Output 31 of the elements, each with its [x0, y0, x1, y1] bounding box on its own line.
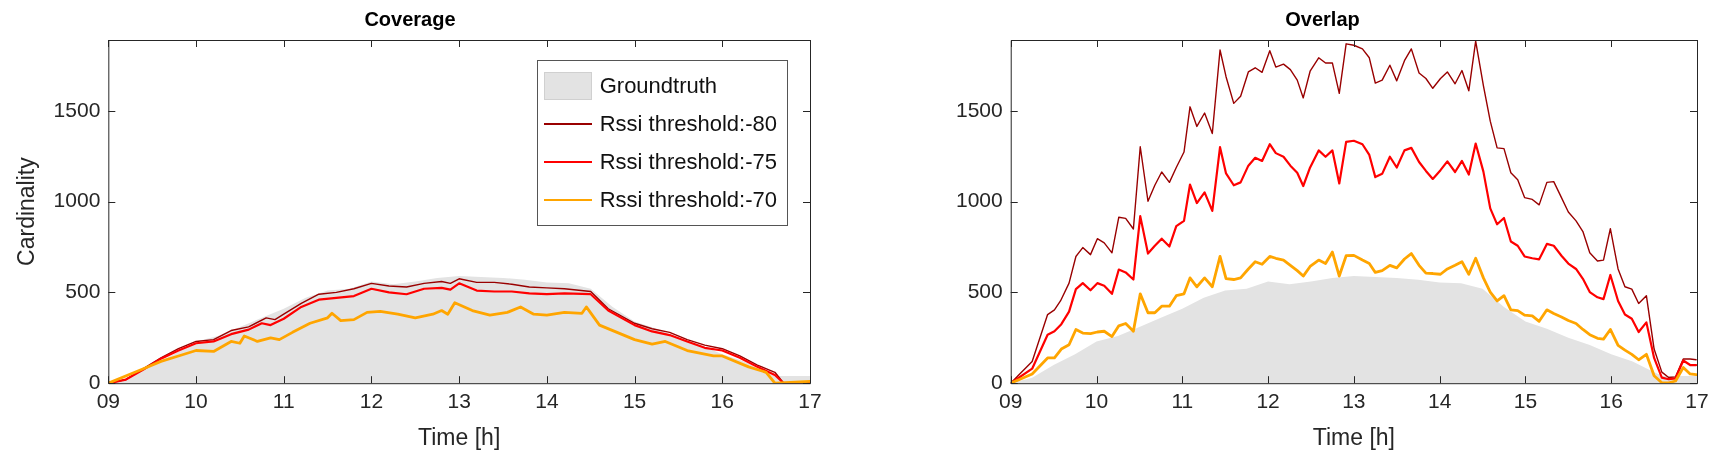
x-tick-label: 13 — [1342, 388, 1366, 412]
x-tick-label: 12 — [1256, 388, 1280, 412]
x-tick-label: 14 — [1427, 388, 1452, 412]
x-tick-label: 17 — [798, 388, 822, 412]
chart-title: Overlap — [1285, 7, 1360, 30]
legend-label: Rssi threshold:-70 — [599, 187, 777, 213]
x-tick-label: 11 — [272, 388, 295, 412]
y-axis-title: Cardinality — [13, 156, 40, 266]
y-tick-label: 1500 — [53, 97, 101, 121]
x-tick-label: 16 — [710, 388, 734, 412]
x-axis-title: Time [h] — [1312, 423, 1395, 450]
x-tick-label: 12 — [359, 388, 384, 412]
y-tick-label: 1000 — [53, 188, 101, 212]
x-tick-label: 15 — [1513, 388, 1538, 412]
x-tick-label: 15 — [622, 388, 647, 412]
x-tick-label: 17 — [1685, 388, 1709, 412]
x-tick-label: 16 — [1599, 388, 1623, 412]
y-tick-label: 1500 — [956, 97, 1003, 121]
x-tick-label: 13 — [447, 388, 471, 412]
legend-label: Rssi threshold:-75 — [599, 149, 777, 175]
x-tick-label: 14 — [535, 388, 559, 412]
legend-label: Rssi threshold:-80 — [599, 111, 777, 137]
x-tick-label: 11 — [1171, 388, 1194, 412]
legend-label: Groundtruth — [599, 73, 718, 99]
y-tick-label: 500 — [967, 279, 1003, 303]
x-tick-label: 10 — [184, 388, 208, 412]
x-axis-title: Time [h] — [418, 423, 501, 450]
chart-title: Coverage — [364, 7, 456, 30]
x-tick-label: 10 — [1084, 388, 1109, 412]
y-tick-label: 1000 — [956, 188, 1003, 212]
y-tick-label: 500 — [65, 279, 101, 303]
